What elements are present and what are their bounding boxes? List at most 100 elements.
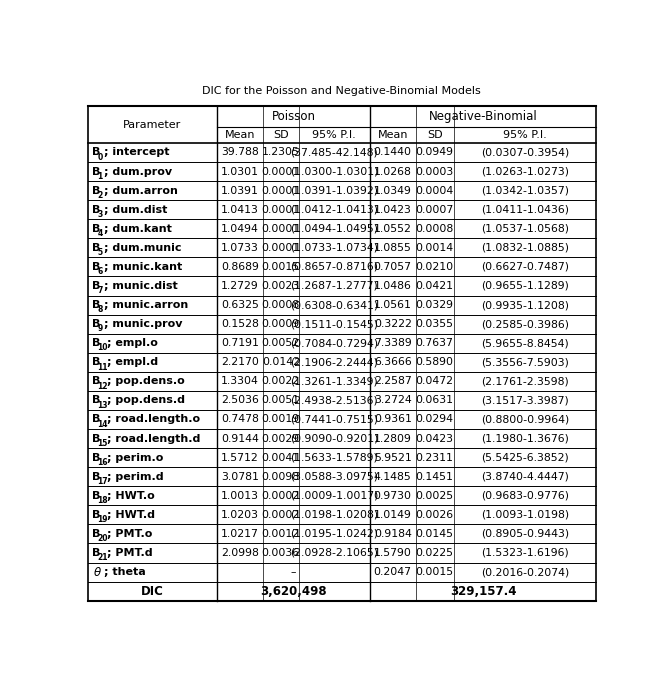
Text: 0.2311: 0.2311 bbox=[416, 453, 454, 462]
Text: 0.0225: 0.0225 bbox=[416, 548, 454, 558]
Text: 0.0015: 0.0015 bbox=[416, 567, 454, 577]
Text: 0.0014: 0.0014 bbox=[416, 243, 454, 253]
Text: 1: 1 bbox=[97, 172, 103, 181]
Text: (0.9090-0.9201): (0.9090-0.9201) bbox=[290, 433, 378, 444]
Text: 0.0019: 0.0019 bbox=[261, 414, 300, 424]
Text: (1.0733-1.0734): (1.0733-1.0734) bbox=[290, 243, 378, 253]
Text: B: B bbox=[91, 319, 100, 329]
Text: ; dum.kant: ; dum.kant bbox=[103, 224, 171, 234]
Text: 1.2305: 1.2305 bbox=[262, 147, 299, 158]
Text: 0.0026: 0.0026 bbox=[416, 510, 454, 520]
Text: 0.0008: 0.0008 bbox=[416, 224, 454, 234]
Text: SD: SD bbox=[273, 130, 289, 140]
Text: (1.0300-1.0301): (1.0300-1.0301) bbox=[290, 166, 378, 177]
Text: 1.0552: 1.0552 bbox=[374, 224, 412, 234]
Text: 0.9184: 0.9184 bbox=[374, 529, 412, 539]
Text: 20: 20 bbox=[97, 534, 108, 544]
Text: 0.0023: 0.0023 bbox=[261, 281, 300, 291]
Text: 0.7637: 0.7637 bbox=[416, 338, 454, 348]
Text: (1.5323-1.6196): (1.5323-1.6196) bbox=[481, 548, 569, 558]
Text: (3.1517-3.3987): (3.1517-3.3987) bbox=[481, 396, 569, 405]
Text: 0.0041: 0.0041 bbox=[261, 453, 300, 462]
Text: B: B bbox=[91, 491, 100, 501]
Text: Mean: Mean bbox=[225, 130, 255, 140]
Text: ; dum.prov: ; dum.prov bbox=[103, 166, 171, 177]
Text: 1.0268: 1.0268 bbox=[374, 166, 412, 177]
Text: Negative-Binomial: Negative-Binomial bbox=[429, 110, 538, 123]
Text: ; PMT.o: ; PMT.o bbox=[107, 529, 152, 539]
Text: (0.6627-0.7487): (0.6627-0.7487) bbox=[481, 262, 569, 272]
Text: 1.0733: 1.0733 bbox=[221, 243, 259, 253]
Text: 1.0217: 1.0217 bbox=[221, 529, 259, 539]
Text: (3.8740-4.4447): (3.8740-4.4447) bbox=[481, 472, 569, 482]
Text: 1.2729: 1.2729 bbox=[221, 281, 259, 291]
Text: B: B bbox=[91, 376, 100, 387]
Text: B: B bbox=[91, 472, 100, 482]
Text: 7.3389: 7.3389 bbox=[374, 338, 412, 348]
Text: 2.0998: 2.0998 bbox=[221, 548, 259, 558]
Text: 1.3304: 1.3304 bbox=[221, 376, 259, 387]
Text: 4: 4 bbox=[97, 229, 103, 238]
Text: 0.0022: 0.0022 bbox=[261, 376, 300, 387]
Text: 5.9521: 5.9521 bbox=[374, 453, 412, 462]
Text: (0.7084-0.7294): (0.7084-0.7294) bbox=[290, 338, 378, 348]
Text: (0.2585-0.3986): (0.2585-0.3986) bbox=[481, 319, 569, 329]
Text: 2.2587: 2.2587 bbox=[374, 376, 412, 387]
Text: 0.7191: 0.7191 bbox=[221, 338, 259, 348]
Text: (0.8905-0.9443): (0.8905-0.9443) bbox=[481, 529, 569, 539]
Text: 329,157.4: 329,157.4 bbox=[450, 585, 516, 598]
Text: ; PMT.d: ; PMT.d bbox=[107, 548, 152, 558]
Text: ; empl.d: ; empl.d bbox=[107, 357, 158, 367]
Text: (1.0537-1.0568): (1.0537-1.0568) bbox=[481, 224, 569, 234]
Text: 1.0561: 1.0561 bbox=[374, 300, 412, 310]
Text: 0.0098: 0.0098 bbox=[261, 472, 300, 482]
Text: 1.0301: 1.0301 bbox=[221, 166, 259, 177]
Text: 0.9144: 0.9144 bbox=[221, 433, 259, 444]
Text: 1.0391: 1.0391 bbox=[221, 186, 259, 195]
Text: ; munic.arron: ; munic.arron bbox=[103, 300, 188, 310]
Text: 0.0001: 0.0001 bbox=[261, 166, 300, 177]
Text: (1.0093-1.0198): (1.0093-1.0198) bbox=[481, 510, 569, 520]
Text: 0.0355: 0.0355 bbox=[416, 319, 454, 329]
Text: 0.0003: 0.0003 bbox=[416, 166, 454, 177]
Text: 5: 5 bbox=[97, 248, 103, 257]
Text: 0.0145: 0.0145 bbox=[416, 529, 454, 539]
Text: 0.0036: 0.0036 bbox=[261, 548, 300, 558]
Text: (1.1980-1.3676): (1.1980-1.3676) bbox=[481, 433, 569, 444]
Text: 1.5712: 1.5712 bbox=[221, 453, 259, 462]
Text: (1.3261-1.3349): (1.3261-1.3349) bbox=[290, 376, 378, 387]
Text: B: B bbox=[91, 529, 100, 539]
Text: 0.0002: 0.0002 bbox=[261, 491, 300, 501]
Text: 11: 11 bbox=[97, 363, 108, 372]
Text: ; perim.d: ; perim.d bbox=[107, 472, 163, 482]
Text: (0.7441-0.7515): (0.7441-0.7515) bbox=[290, 414, 378, 424]
Text: 1.0349: 1.0349 bbox=[374, 186, 412, 195]
Text: (2.4938-2.5136): (2.4938-2.5136) bbox=[290, 396, 378, 405]
Text: 1.0413: 1.0413 bbox=[221, 205, 259, 215]
Text: 0.9361: 0.9361 bbox=[374, 414, 412, 424]
Text: ; dum.dist: ; dum.dist bbox=[103, 205, 167, 215]
Text: (0.1511-0.1545): (0.1511-0.1545) bbox=[290, 319, 378, 329]
Text: 0.0472: 0.0472 bbox=[416, 376, 454, 387]
Text: (1.0411-1.0436): (1.0411-1.0436) bbox=[481, 205, 569, 215]
Text: 1.0486: 1.0486 bbox=[374, 281, 412, 291]
Text: B: B bbox=[91, 396, 100, 405]
Text: ; munic.kant: ; munic.kant bbox=[103, 262, 182, 272]
Text: (5.5425-6.3852): (5.5425-6.3852) bbox=[481, 453, 569, 462]
Text: (0.6308-0.6341): (0.6308-0.6341) bbox=[290, 300, 378, 310]
Text: (1.0342-1.0357): (1.0342-1.0357) bbox=[481, 186, 569, 195]
Text: 1.0203: 1.0203 bbox=[221, 510, 259, 520]
Text: 7: 7 bbox=[97, 286, 103, 295]
Text: (2.1906-2.2444): (2.1906-2.2444) bbox=[290, 357, 378, 367]
Text: 1.2809: 1.2809 bbox=[374, 433, 412, 444]
Text: 4.1485: 4.1485 bbox=[374, 472, 412, 482]
Text: 0.1451: 0.1451 bbox=[416, 472, 454, 482]
Text: 0.0294: 0.0294 bbox=[416, 414, 454, 424]
Text: ; road.length.o: ; road.length.o bbox=[107, 414, 199, 424]
Text: (0.0307-0.3954): (0.0307-0.3954) bbox=[481, 147, 569, 158]
Text: 0.0029: 0.0029 bbox=[261, 433, 300, 444]
Text: 0.0001: 0.0001 bbox=[261, 205, 300, 215]
Text: 1.5790: 1.5790 bbox=[374, 548, 412, 558]
Text: 2.2170: 2.2170 bbox=[221, 357, 259, 367]
Text: ; pop.dens.d: ; pop.dens.d bbox=[107, 396, 185, 405]
